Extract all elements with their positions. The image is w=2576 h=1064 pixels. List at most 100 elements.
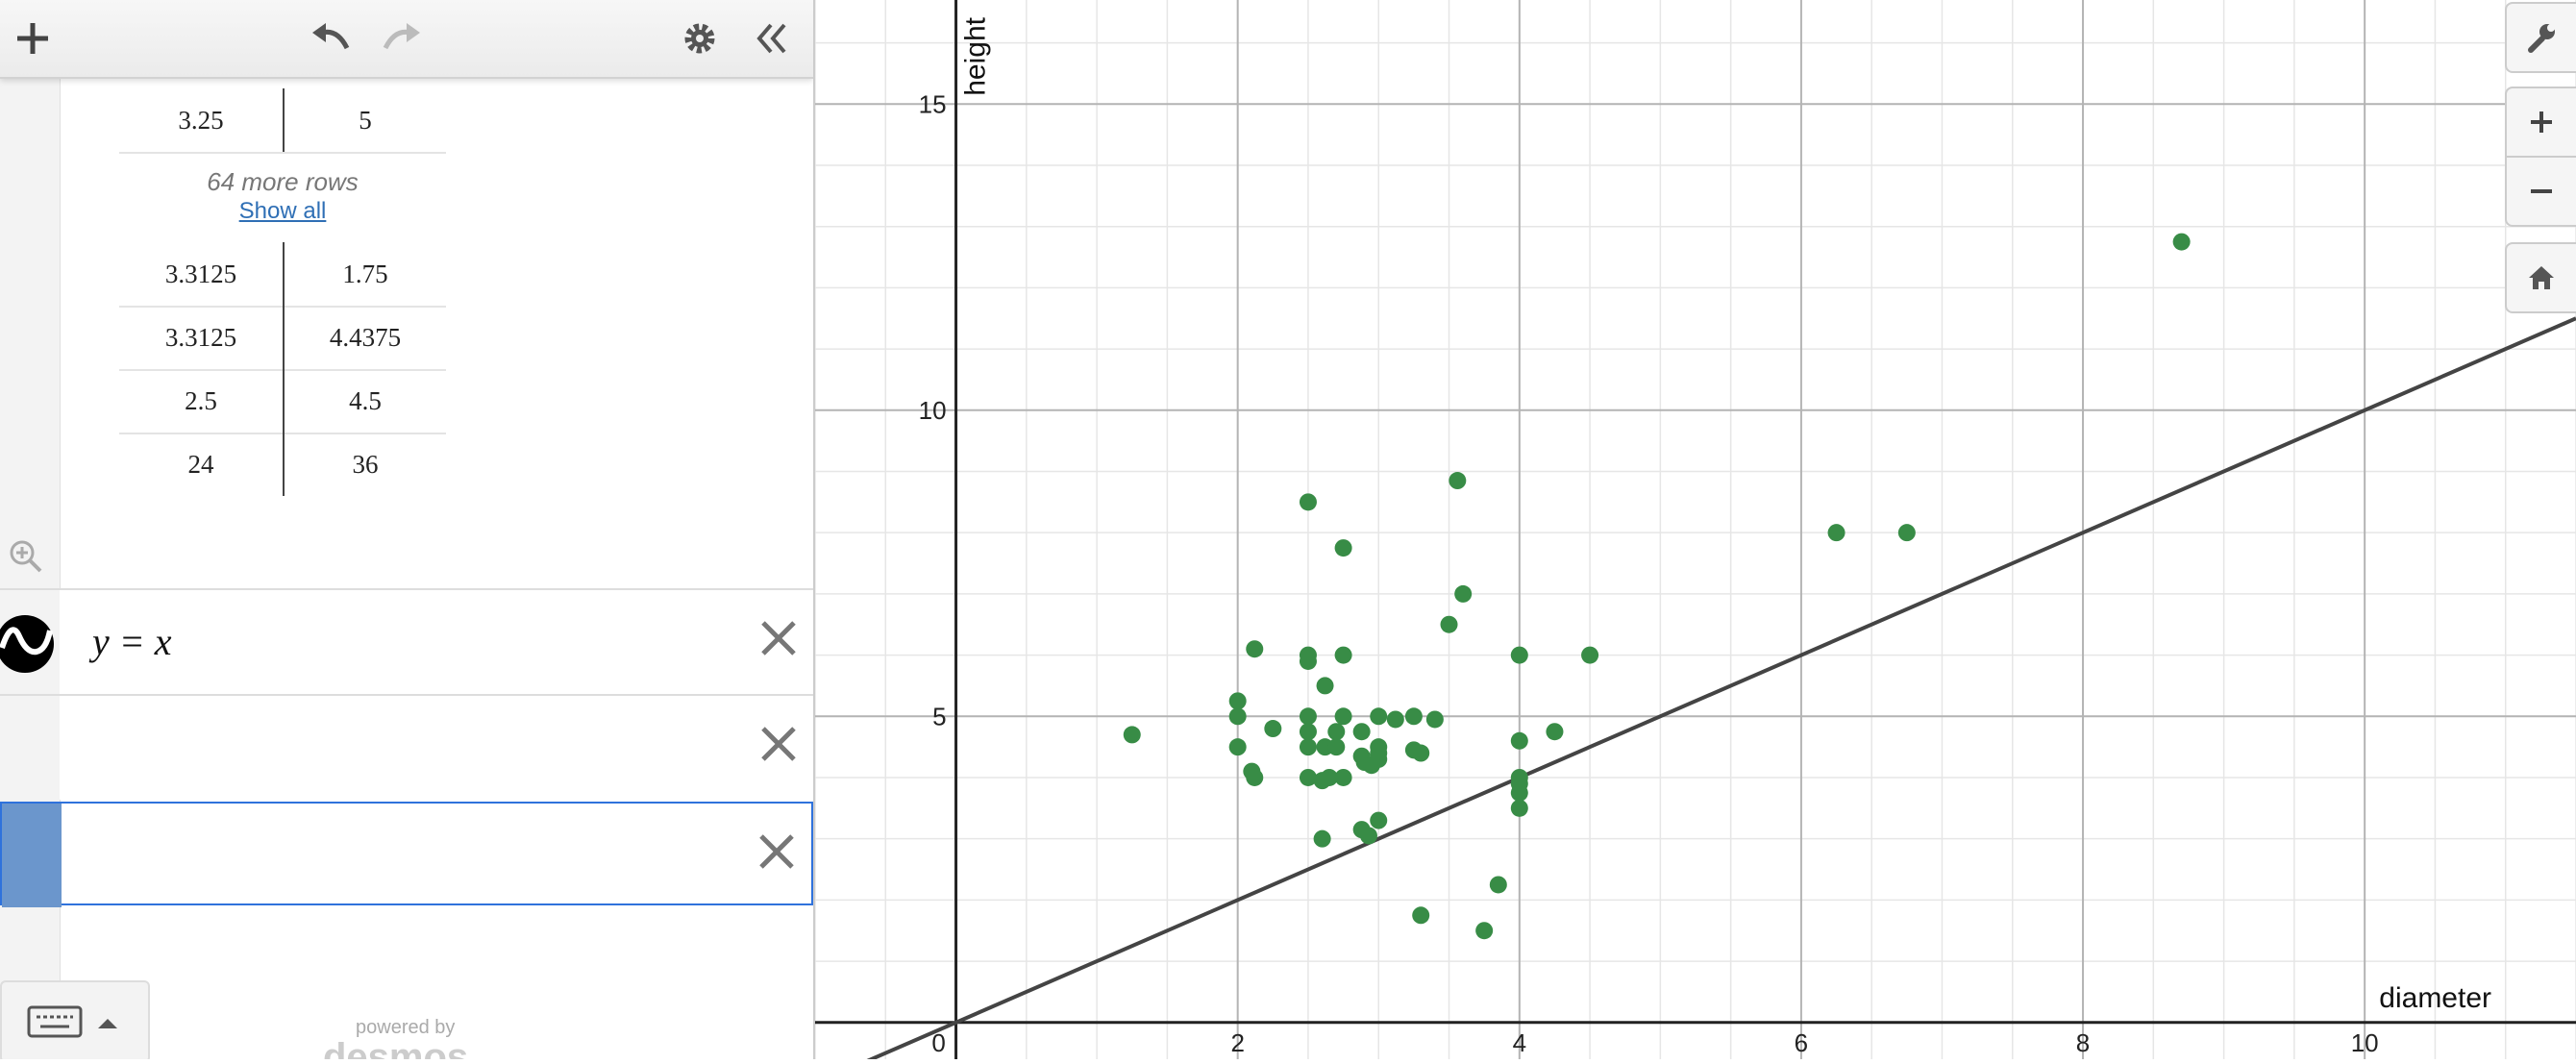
data-point (1228, 738, 1247, 756)
data-point (1440, 615, 1458, 633)
data-point (1334, 646, 1352, 664)
powered-by-text: powered by (356, 1017, 456, 1038)
wrench-icon (2528, 24, 2555, 53)
data-point (1264, 720, 1282, 738)
expression-gutter-cell (2, 804, 62, 907)
graph-settings-button[interactable] (2505, 2, 2576, 73)
data-point (1299, 652, 1317, 670)
data-point (1897, 524, 1916, 542)
data-point (1359, 827, 1377, 845)
expression-row[interactable]: y = x (0, 588, 813, 694)
minor-grid (814, 0, 2576, 1059)
data-point (1362, 756, 1380, 775)
data-point (1510, 783, 1528, 802)
zoom-out-button[interactable] (2505, 156, 2576, 227)
redo-button[interactable] (377, 13, 427, 63)
table-row: 3.25 5 (119, 88, 446, 154)
table-cell-x[interactable]: 3.3125 (119, 306, 285, 369)
data-point (1316, 677, 1334, 695)
plus-icon (2531, 111, 2552, 133)
data-point (1370, 811, 1388, 829)
data-point (1475, 922, 1494, 940)
table-row: 3.3125 1.75 (119, 242, 446, 308)
undo-icon (312, 23, 350, 50)
data-point (1454, 584, 1473, 603)
table-cell-y[interactable]: 4.5 (349, 386, 382, 415)
data-point (1327, 738, 1346, 756)
expression-row[interactable] (0, 694, 813, 800)
data-point (1246, 768, 1264, 786)
data-point (1510, 731, 1528, 750)
x-tick-label: 4 (1513, 1028, 1526, 1057)
data-point (1228, 707, 1247, 726)
data-point (1386, 710, 1404, 729)
data-point (1313, 829, 1331, 848)
data-point (1489, 876, 1507, 894)
x-tick-label: 0 (931, 1028, 945, 1057)
data-point (1449, 472, 1467, 490)
data-point (1123, 726, 1141, 744)
delete-icon[interactable] (752, 827, 802, 877)
expression-gutter-cell (0, 696, 60, 800)
data-point (1334, 768, 1352, 786)
double-chevron-left-icon (756, 23, 786, 54)
expression-math[interactable]: y = x (92, 620, 172, 663)
home-icon (2529, 266, 2554, 289)
add-item-button[interactable] (8, 13, 58, 63)
data-point (1299, 768, 1317, 786)
desmos-logo: desmos (323, 1036, 469, 1059)
x-tick-label: 8 (2076, 1028, 2090, 1057)
data-point (1334, 539, 1352, 557)
data-point (1299, 493, 1317, 511)
zoom-in-button[interactable] (2505, 87, 2576, 158)
expression-row-focused[interactable] (0, 802, 813, 907)
keyboard-toggle-button[interactable] (0, 980, 150, 1059)
table-cell-x[interactable]: 24 (119, 433, 285, 496)
data-point (1299, 723, 1317, 741)
settings-button[interactable] (675, 13, 725, 63)
data-point (1581, 646, 1599, 664)
y-tick-label: 10 (919, 396, 947, 425)
minus-icon (2531, 189, 2552, 193)
data-point (1299, 707, 1317, 726)
x-axis-label: diameter (2379, 982, 2491, 1014)
data-point (1425, 710, 1444, 729)
data-point (1370, 707, 1388, 726)
delete-icon[interactable] (754, 719, 804, 769)
table-cell-y[interactable]: 1.75 (342, 260, 388, 288)
table-cell-y[interactable]: 5 (359, 106, 372, 135)
collapse-panel-button[interactable] (746, 13, 796, 63)
graph-paper[interactable]: 0 2 4 6 8 10 5 10 15 diameter height (814, 0, 2576, 1064)
data-point (1246, 640, 1264, 658)
data-point (1352, 723, 1371, 741)
table-row: 2.5 4.5 (119, 369, 446, 434)
scatter-plot[interactable]: 0 2 4 6 8 10 5 10 15 diameter height (814, 0, 2576, 1064)
x-tick-label: 6 (1795, 1028, 1808, 1057)
table-cell-x[interactable]: 2.5 (119, 369, 285, 433)
table-row: 3.3125 4.4375 (119, 306, 446, 371)
delete-icon[interactable] (754, 613, 804, 663)
redo-icon (383, 23, 420, 50)
major-grid (815, 0, 2576, 1059)
table-cell-y[interactable]: 36 (352, 450, 379, 479)
table-cell-x[interactable]: 3.3125 (119, 242, 285, 306)
zoom-fit-icon[interactable] (6, 536, 44, 575)
x-tick-label: 10 (2351, 1028, 2379, 1057)
default-viewport-button[interactable] (2505, 242, 2576, 313)
show-all-link[interactable]: Show all (238, 198, 327, 224)
table-cell-y[interactable]: 4.4375 (329, 323, 402, 352)
keyboard-icon (27, 1005, 117, 1038)
data-point (1327, 723, 1346, 741)
y-axis-label: height (960, 16, 992, 95)
undo-button[interactable] (306, 13, 356, 63)
data-point (1334, 707, 1352, 726)
data-point (1827, 524, 1845, 542)
data-point (1320, 768, 1338, 786)
y-tick-label: 15 (919, 89, 947, 118)
data-point (1404, 707, 1423, 726)
line-y-equals-x (855, 316, 2576, 1064)
y-tick-label: 5 (932, 702, 946, 730)
table-cell-x[interactable]: 3.25 (119, 88, 285, 152)
expression-panel: 3.25 5 64 more rows Show all 3.3125 1.75… (0, 0, 815, 1059)
graph-visibility-icon[interactable] (0, 590, 60, 694)
